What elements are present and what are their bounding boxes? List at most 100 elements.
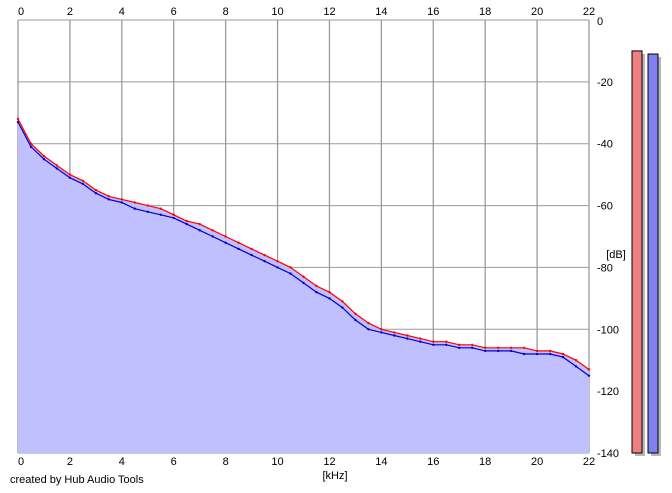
spectrum-fill-area — [18, 119, 589, 453]
series-0-point-3 — [55, 164, 59, 167]
x-tick-label-top-1: 2 — [67, 6, 73, 18]
series-1-point-29 — [393, 334, 396, 337]
series-0-point-28 — [380, 328, 383, 331]
series-0-point-39 — [522, 346, 526, 349]
series-1-point-43 — [574, 365, 578, 368]
x-tick-label-top-3: 6 — [171, 6, 177, 18]
series-1-point-30 — [406, 337, 409, 340]
x-tick-label-top-5: 10 — [271, 6, 283, 18]
series-0-point-40 — [535, 349, 539, 353]
x-tick-label-bottom-9: 18 — [479, 456, 491, 468]
x-tick-label-top-7: 14 — [375, 6, 387, 18]
x-tick-label-bottom-5: 10 — [271, 456, 283, 468]
series-1-point-39 — [522, 352, 526, 356]
series-1-point-26 — [354, 318, 357, 322]
y-tick-label-3: -60 — [597, 201, 613, 213]
series-0-point-31 — [419, 337, 422, 340]
series-1-point-16 — [224, 241, 227, 244]
y-tick-label-0: 0 — [597, 16, 603, 28]
series-0-point-35 — [471, 343, 474, 346]
series-1-point-22 — [302, 281, 305, 285]
series-1-point-18 — [250, 253, 253, 257]
series-1-point-20 — [276, 266, 279, 269]
series-0-point-44 — [587, 368, 591, 371]
series-1-point-34 — [458, 346, 461, 349]
level-meter-0 — [631, 50, 643, 454]
series-0-point-6 — [94, 188, 98, 192]
series-1-point-40 — [535, 352, 539, 356]
series-1-point-28 — [380, 331, 383, 334]
x-axis-label: [kHz] — [322, 470, 347, 482]
y-tick-labels: 0 -20 -40 -60 -80 -100 -120 -140 — [597, 16, 619, 460]
series-0-point-4 — [68, 173, 72, 176]
y-tick-label-5: -100 — [597, 324, 619, 336]
series-1-point-44 — [587, 374, 591, 377]
series-0-point-11 — [159, 207, 162, 210]
series-0-point-22 — [302, 275, 305, 278]
series-0-point-37 — [497, 346, 500, 349]
series-1-point-4 — [68, 176, 72, 179]
x-tick-label-bottom-6: 12 — [323, 456, 335, 468]
series-0-point-26 — [354, 312, 357, 315]
series-0-point-12 — [172, 213, 175, 216]
series-1-point-33 — [445, 343, 448, 346]
x-tick-label-top-11: 22 — [583, 6, 595, 18]
series-0-point-23 — [315, 284, 318, 288]
level-meters — [631, 50, 661, 457]
series-0-point-17 — [237, 241, 240, 244]
x-tick-label-bottom-8: 16 — [427, 456, 439, 468]
series-1-point-27 — [367, 328, 370, 331]
y-tick-label-4: -80 — [597, 262, 613, 274]
x-tick-labels-top: 0 2 4 6 8 10 12 14 16 18 20 22 — [18, 6, 595, 18]
series-1-point-10 — [146, 210, 149, 213]
series-1-point-19 — [263, 260, 266, 263]
series-1-point-24 — [328, 297, 331, 300]
series-1-point-37 — [497, 349, 500, 353]
x-tick-label-top-2: 4 — [119, 6, 125, 18]
y-axis-label: [dB] — [606, 249, 626, 261]
series-0-point-27 — [367, 321, 370, 325]
series-0-point-42 — [561, 352, 565, 356]
series-0-point-21 — [289, 266, 292, 269]
series-0-point-15 — [211, 229, 214, 232]
series-1-point-12 — [172, 216, 175, 220]
series-0-point-13 — [185, 219, 188, 223]
footer-credit: created by Hub Audio Tools — [10, 474, 144, 486]
x-tick-label-top-9: 18 — [479, 6, 491, 18]
series-0-point-34 — [458, 343, 461, 346]
series-1-point-11 — [159, 213, 162, 216]
series-1-point-23 — [315, 291, 318, 294]
series-0-point-0 — [16, 117, 20, 121]
y-tick-label-1: -20 — [597, 77, 613, 89]
series-1-point-2 — [42, 158, 46, 161]
series-0-point-36 — [484, 346, 487, 349]
series-1-point-14 — [198, 229, 201, 232]
series-0-point-9 — [133, 201, 136, 204]
series-0-point-19 — [263, 253, 266, 257]
series-1-point-5 — [81, 182, 85, 186]
series-1-point-6 — [94, 192, 98, 195]
series-0-point-16 — [224, 235, 227, 238]
series-0-point-41 — [548, 349, 552, 353]
series-1-point-32 — [432, 343, 435, 346]
series-1-point-17 — [237, 247, 240, 251]
series-1-point-0 — [16, 120, 20, 124]
series-0-point-38 — [509, 346, 513, 349]
x-tick-label-top-4: 8 — [223, 6, 229, 18]
y-tick-label-6: -120 — [597, 386, 619, 398]
x-tick-label-top-8: 16 — [427, 6, 439, 18]
series-1-point-15 — [211, 235, 214, 238]
series-0-point-18 — [250, 247, 253, 251]
series-0-point-24 — [328, 291, 331, 294]
level-meter-1 — [647, 53, 659, 454]
series-0-point-43 — [574, 359, 578, 362]
series-0-point-29 — [393, 331, 396, 334]
x-tick-label-bottom-1: 2 — [67, 456, 73, 468]
series-1-point-25 — [341, 306, 344, 309]
series-1-point-8 — [120, 201, 124, 204]
x-tick-label-top-6: 12 — [323, 6, 335, 18]
series-1-point-42 — [561, 355, 565, 359]
x-tick-label-top-0: 0 — [18, 6, 24, 18]
series-0-point-33 — [445, 340, 448, 343]
